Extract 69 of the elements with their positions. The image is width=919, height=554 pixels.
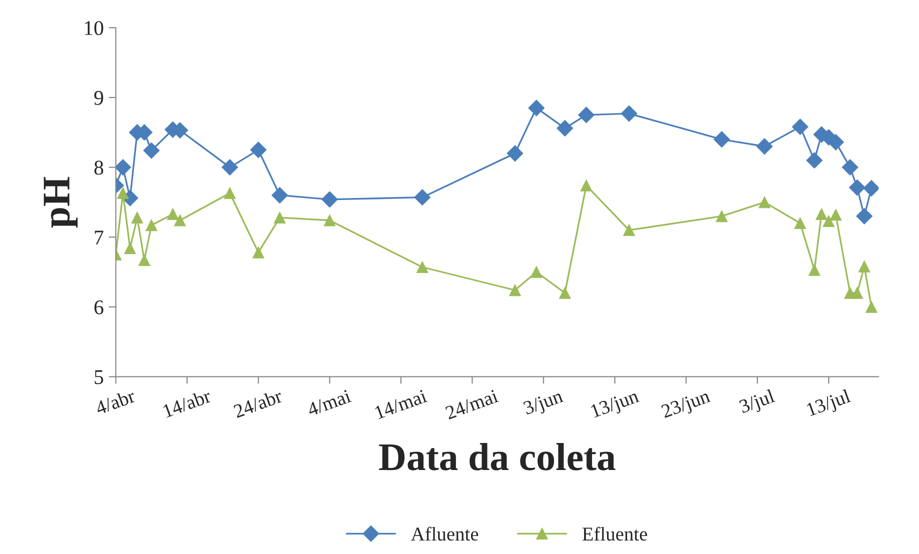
point xyxy=(414,189,431,206)
point xyxy=(808,264,820,276)
point xyxy=(806,152,823,169)
point xyxy=(509,284,521,296)
point xyxy=(794,217,806,230)
point xyxy=(792,118,808,136)
point xyxy=(138,254,150,266)
point xyxy=(250,142,267,158)
point xyxy=(578,106,594,124)
x-tick-label: 23/jun xyxy=(660,389,712,422)
x-tick-label: 13/jun xyxy=(590,389,641,422)
x-tick-label: 24/abr xyxy=(232,388,284,418)
point xyxy=(816,208,828,220)
point xyxy=(856,208,873,224)
y-tick-label: 6 xyxy=(94,300,104,314)
point xyxy=(580,180,592,192)
legend-label: Afluente xyxy=(410,526,478,541)
point xyxy=(166,208,179,220)
point xyxy=(224,187,236,200)
point xyxy=(558,287,571,299)
point xyxy=(866,301,878,313)
point xyxy=(143,142,160,159)
point xyxy=(528,100,545,116)
x-tick-label: 13/jul xyxy=(806,388,853,420)
x-tick-label: 14/mai xyxy=(374,389,428,420)
y-tick-label: 9 xyxy=(94,90,104,105)
point xyxy=(828,134,844,150)
point xyxy=(321,191,338,208)
point xyxy=(716,210,728,222)
point xyxy=(124,242,136,254)
x-tick-label: 14/abr xyxy=(162,388,212,418)
point xyxy=(830,208,842,221)
point xyxy=(252,246,264,258)
point xyxy=(116,159,132,176)
point xyxy=(174,214,186,226)
legend-label: Efluente xyxy=(582,526,648,541)
point xyxy=(714,131,730,148)
x-tick-label: 3/jun xyxy=(522,389,566,418)
point xyxy=(324,214,336,226)
point xyxy=(416,261,428,274)
point xyxy=(623,224,635,236)
x-tick-label: 4/mai xyxy=(306,389,352,416)
x-tick-label: 4/abr xyxy=(94,388,136,415)
point xyxy=(530,266,542,278)
y-axis-title: pH xyxy=(44,176,78,228)
point xyxy=(858,260,870,272)
point xyxy=(758,196,770,208)
point xyxy=(620,105,638,122)
point xyxy=(272,187,288,204)
x-tick-label: 24/mai xyxy=(444,389,499,420)
point xyxy=(222,159,238,176)
point xyxy=(274,212,286,224)
point xyxy=(131,212,144,224)
y-tick-label: 8 xyxy=(94,160,104,175)
point xyxy=(146,219,158,232)
y-tick-label: 5 xyxy=(94,370,104,384)
point xyxy=(851,287,864,299)
point xyxy=(117,187,129,200)
point xyxy=(556,120,574,136)
point xyxy=(842,159,858,176)
point xyxy=(756,138,773,155)
point xyxy=(848,179,866,196)
point xyxy=(822,215,835,227)
x-tick-label: 3/jul xyxy=(738,388,777,417)
point xyxy=(863,180,879,196)
x-axis-title: Data da coleta xyxy=(379,443,616,470)
y-tick-label: 10 xyxy=(84,21,104,36)
point xyxy=(506,145,524,162)
y-tick-label: 7 xyxy=(94,230,104,244)
